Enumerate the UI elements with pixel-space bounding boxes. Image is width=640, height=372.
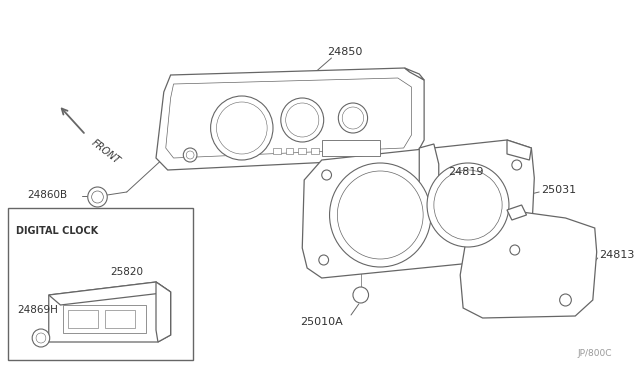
Polygon shape [49, 282, 171, 305]
Text: 25010A: 25010A [300, 317, 343, 327]
Polygon shape [460, 210, 596, 318]
Text: 24860B: 24860B [28, 190, 67, 200]
Circle shape [337, 171, 423, 259]
Circle shape [92, 191, 103, 203]
Circle shape [285, 103, 319, 137]
Circle shape [211, 96, 273, 160]
Circle shape [559, 294, 572, 306]
Polygon shape [156, 68, 424, 170]
Circle shape [186, 151, 194, 159]
Circle shape [342, 107, 364, 129]
Circle shape [32, 329, 50, 347]
Circle shape [88, 187, 108, 207]
Text: DIGITAL CLOCK: DIGITAL CLOCK [15, 226, 98, 236]
Circle shape [434, 170, 502, 240]
Text: 25031: 25031 [541, 185, 576, 195]
Circle shape [36, 333, 46, 343]
Circle shape [319, 255, 328, 265]
Bar [273, 148, 281, 154]
Bar [63, 305, 147, 333]
Circle shape [281, 98, 324, 142]
Text: 24869H: 24869H [17, 305, 58, 315]
Bar [285, 148, 294, 154]
Text: 25820: 25820 [110, 267, 143, 277]
Polygon shape [404, 68, 424, 80]
Polygon shape [49, 282, 171, 342]
Circle shape [510, 245, 520, 255]
Text: 24813: 24813 [600, 250, 635, 260]
Polygon shape [302, 140, 534, 278]
Text: 24819: 24819 [449, 167, 484, 177]
Circle shape [353, 287, 369, 303]
Bar [298, 148, 306, 154]
Polygon shape [507, 140, 531, 160]
Circle shape [330, 163, 431, 267]
Circle shape [512, 160, 522, 170]
Polygon shape [156, 282, 171, 342]
Text: 24850: 24850 [326, 47, 362, 57]
Circle shape [322, 170, 332, 180]
Bar [311, 148, 319, 154]
Circle shape [183, 148, 197, 162]
Polygon shape [507, 205, 527, 220]
Bar [106, 310, 134, 328]
Circle shape [427, 163, 509, 247]
Bar [8, 208, 193, 360]
Text: FRONT: FRONT [90, 138, 122, 166]
Polygon shape [419, 144, 439, 200]
Circle shape [339, 103, 367, 133]
Circle shape [216, 102, 267, 154]
Bar [322, 140, 380, 156]
Text: JP/800C: JP/800C [578, 349, 612, 358]
Polygon shape [166, 78, 412, 158]
Bar [68, 310, 97, 328]
